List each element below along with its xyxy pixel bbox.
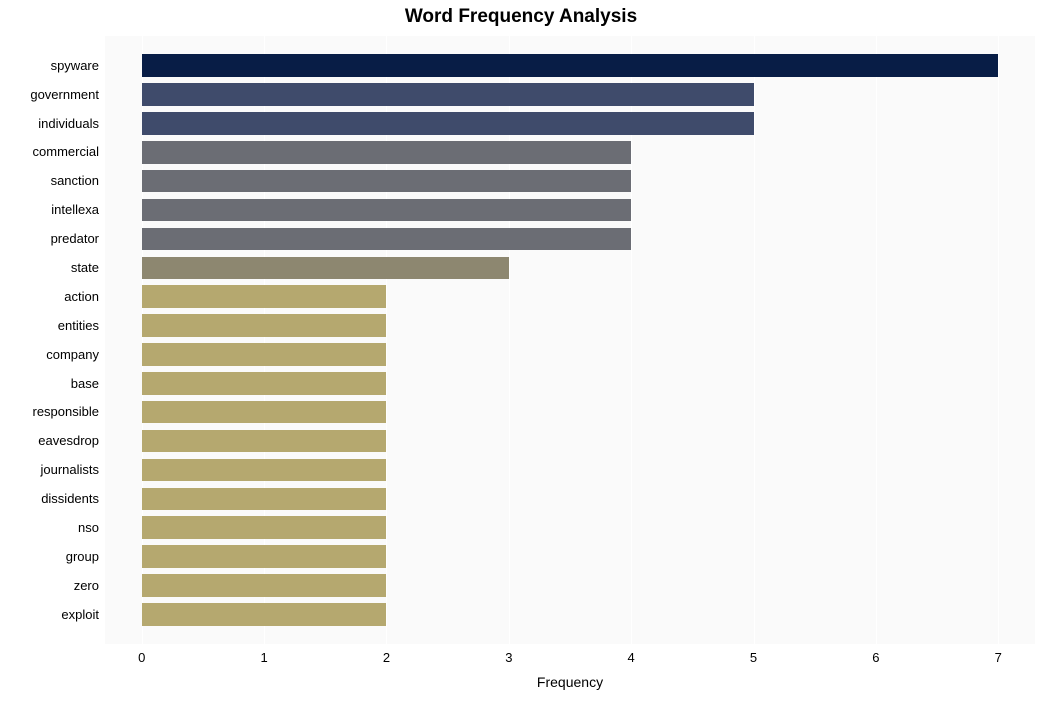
- y-tick-label: predator: [0, 231, 99, 246]
- bar: [142, 603, 387, 626]
- bar: [142, 257, 509, 280]
- x-tick-label: 4: [628, 650, 635, 665]
- bar: [142, 199, 631, 222]
- bar: [142, 141, 631, 164]
- x-tick-label: 2: [383, 650, 390, 665]
- x-tick-label: 1: [260, 650, 267, 665]
- y-tick-label: sanction: [0, 173, 99, 188]
- plot-area: [105, 36, 1035, 644]
- y-tick-label: entities: [0, 318, 99, 333]
- y-tick-label: base: [0, 376, 99, 391]
- bar: [142, 285, 387, 308]
- bar: [142, 430, 387, 453]
- x-tick-label: 6: [872, 650, 879, 665]
- bar: [142, 228, 631, 251]
- bar: [142, 459, 387, 482]
- y-tick-label: action: [0, 289, 99, 304]
- bar: [142, 372, 387, 395]
- y-tick-label: state: [0, 260, 99, 275]
- bars-container: [105, 36, 1035, 644]
- x-tick-label: 7: [995, 650, 1002, 665]
- bar: [142, 314, 387, 337]
- y-tick-label: spyware: [0, 58, 99, 73]
- bar: [142, 516, 387, 539]
- y-tick-label: journalists: [0, 462, 99, 477]
- y-tick-label: eavesdrop: [0, 433, 99, 448]
- y-tick-label: exploit: [0, 607, 99, 622]
- bar: [142, 83, 754, 106]
- bar: [142, 343, 387, 366]
- bar: [142, 112, 754, 135]
- bar: [142, 545, 387, 568]
- x-tick-label: 0: [138, 650, 145, 665]
- y-axis-labels: spyware government individuals commercial sa…: [0, 36, 99, 644]
- y-tick-label: individuals: [0, 116, 99, 131]
- chart-title: Word Frequency Analysis: [0, 6, 1042, 28]
- x-axis-label: Frequency: [105, 674, 1035, 690]
- y-tick-label: company: [0, 347, 99, 362]
- x-tick-label: 3: [505, 650, 512, 665]
- y-tick-label: commercial: [0, 144, 99, 159]
- x-tick-label: 5: [750, 650, 757, 665]
- y-tick-label: intellexa: [0, 202, 99, 217]
- bar: [142, 574, 387, 597]
- bar: [142, 401, 387, 424]
- y-tick-label: government: [0, 87, 99, 102]
- word-frequency-chart: Word Frequency Analysis spyware governmen…: [0, 0, 1042, 701]
- bar: [142, 54, 999, 77]
- y-tick-label: group: [0, 549, 99, 564]
- y-tick-label: zero: [0, 578, 99, 593]
- y-tick-label: dissidents: [0, 491, 99, 506]
- y-tick-label: responsible: [0, 404, 99, 419]
- y-tick-label: nso: [0, 520, 99, 535]
- bar: [142, 170, 631, 193]
- bar: [142, 488, 387, 511]
